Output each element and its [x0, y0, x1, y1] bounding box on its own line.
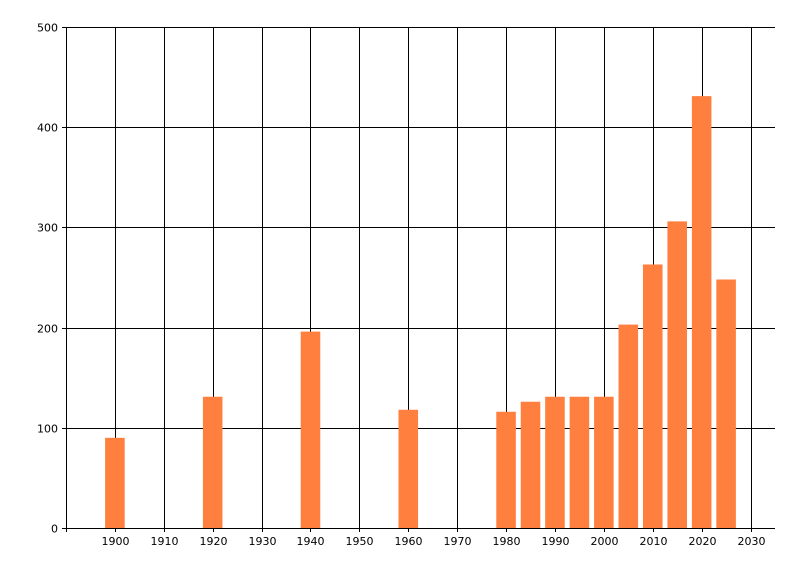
y-axis-ticks: 0 100 200 300 400 500 [37, 22, 58, 536]
y-tick-label: 100 [37, 423, 58, 436]
bar-2015 [667, 221, 687, 528]
x-tick-label: 2000 [591, 535, 619, 548]
bar-1960 [398, 409, 419, 528]
bar-2025 [716, 279, 736, 528]
bar-2000 [594, 396, 614, 528]
bar-1980 [496, 411, 516, 528]
bar-1990 [545, 396, 565, 528]
y-tick-label: 0 [51, 523, 58, 536]
bar-1900 [105, 437, 125, 528]
bar-1940 [300, 331, 321, 528]
x-tick-label: 1960 [395, 535, 423, 548]
x-tick-label: 1950 [346, 535, 374, 548]
x-tick-label: 1970 [444, 535, 472, 548]
bars [105, 96, 736, 528]
y-tick-label: 400 [37, 122, 58, 135]
bar-1920 [202, 396, 223, 528]
axes [62, 27, 775, 532]
x-tick-label: 2010 [640, 535, 668, 548]
bar-2010 [642, 264, 663, 528]
bar-1985 [520, 401, 541, 528]
y-tick-label: 300 [37, 222, 58, 235]
x-tick-label: 1900 [102, 535, 130, 548]
x-tick-label: 1930 [249, 535, 277, 548]
x-tick-label: 1920 [200, 535, 228, 548]
x-tick-label: 1910 [151, 535, 179, 548]
x-tick-label: 2020 [689, 535, 717, 548]
x-tick-label: 1940 [297, 535, 325, 548]
bar-2020 [691, 96, 712, 528]
x-tick-label: 2030 [738, 535, 766, 548]
y-tick-label: 500 [37, 22, 58, 35]
bar-2005 [618, 324, 639, 528]
x-axis-ticks: 1900 1910 1920 1930 1940 1950 1960 1970 1980 1990… [102, 535, 766, 548]
x-tick-label: 1990 [542, 535, 570, 548]
x-tick-label: 1980 [493, 535, 521, 548]
bar-1995 [569, 396, 590, 528]
y-tick-label: 200 [37, 323, 58, 336]
